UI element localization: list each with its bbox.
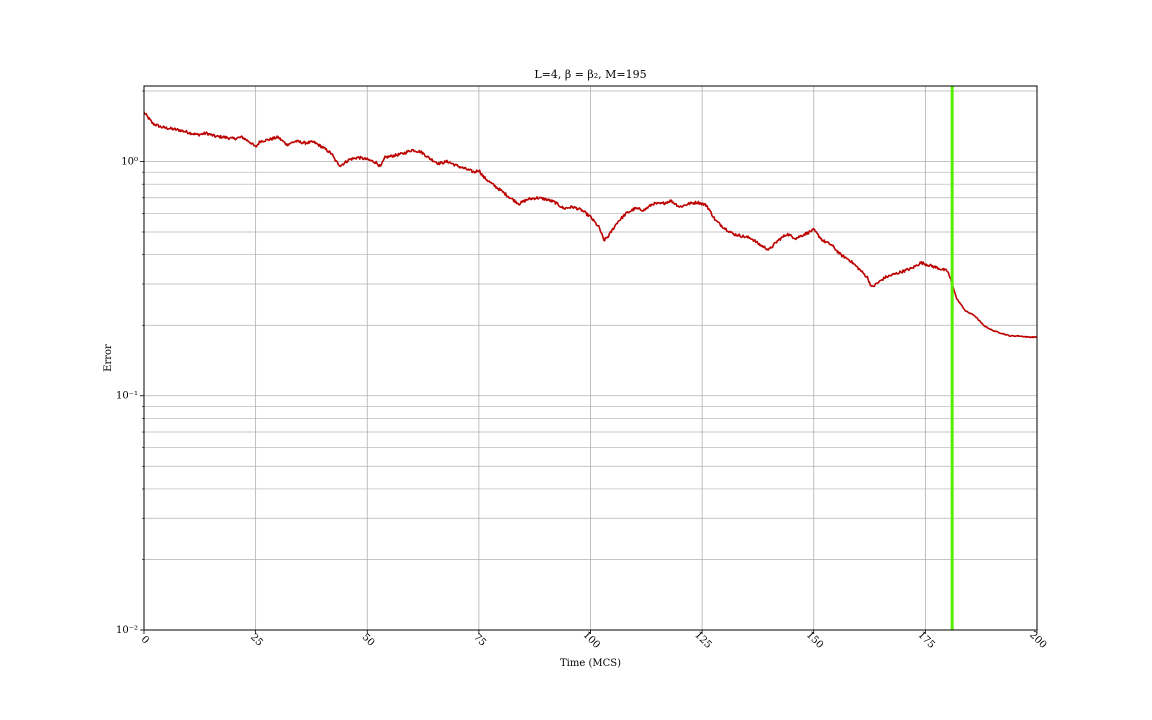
y-axis-label: Error bbox=[103, 344, 114, 372]
x-axis-label: Time (MCS) bbox=[560, 658, 621, 669]
series-layer bbox=[143, 111, 1038, 339]
y-tick-label: 10⁰ bbox=[121, 156, 138, 167]
series-line-0 bbox=[143, 111, 1038, 339]
y-tick-label: 10⁻¹ bbox=[116, 391, 138, 402]
y-axis-ticks: 10⁰ 10⁻¹ 10⁻² bbox=[116, 90, 144, 636]
y-tick-label: 10⁻² bbox=[116, 625, 138, 636]
chart-title: L=4, β = β₂, M=195 bbox=[534, 68, 646, 81]
